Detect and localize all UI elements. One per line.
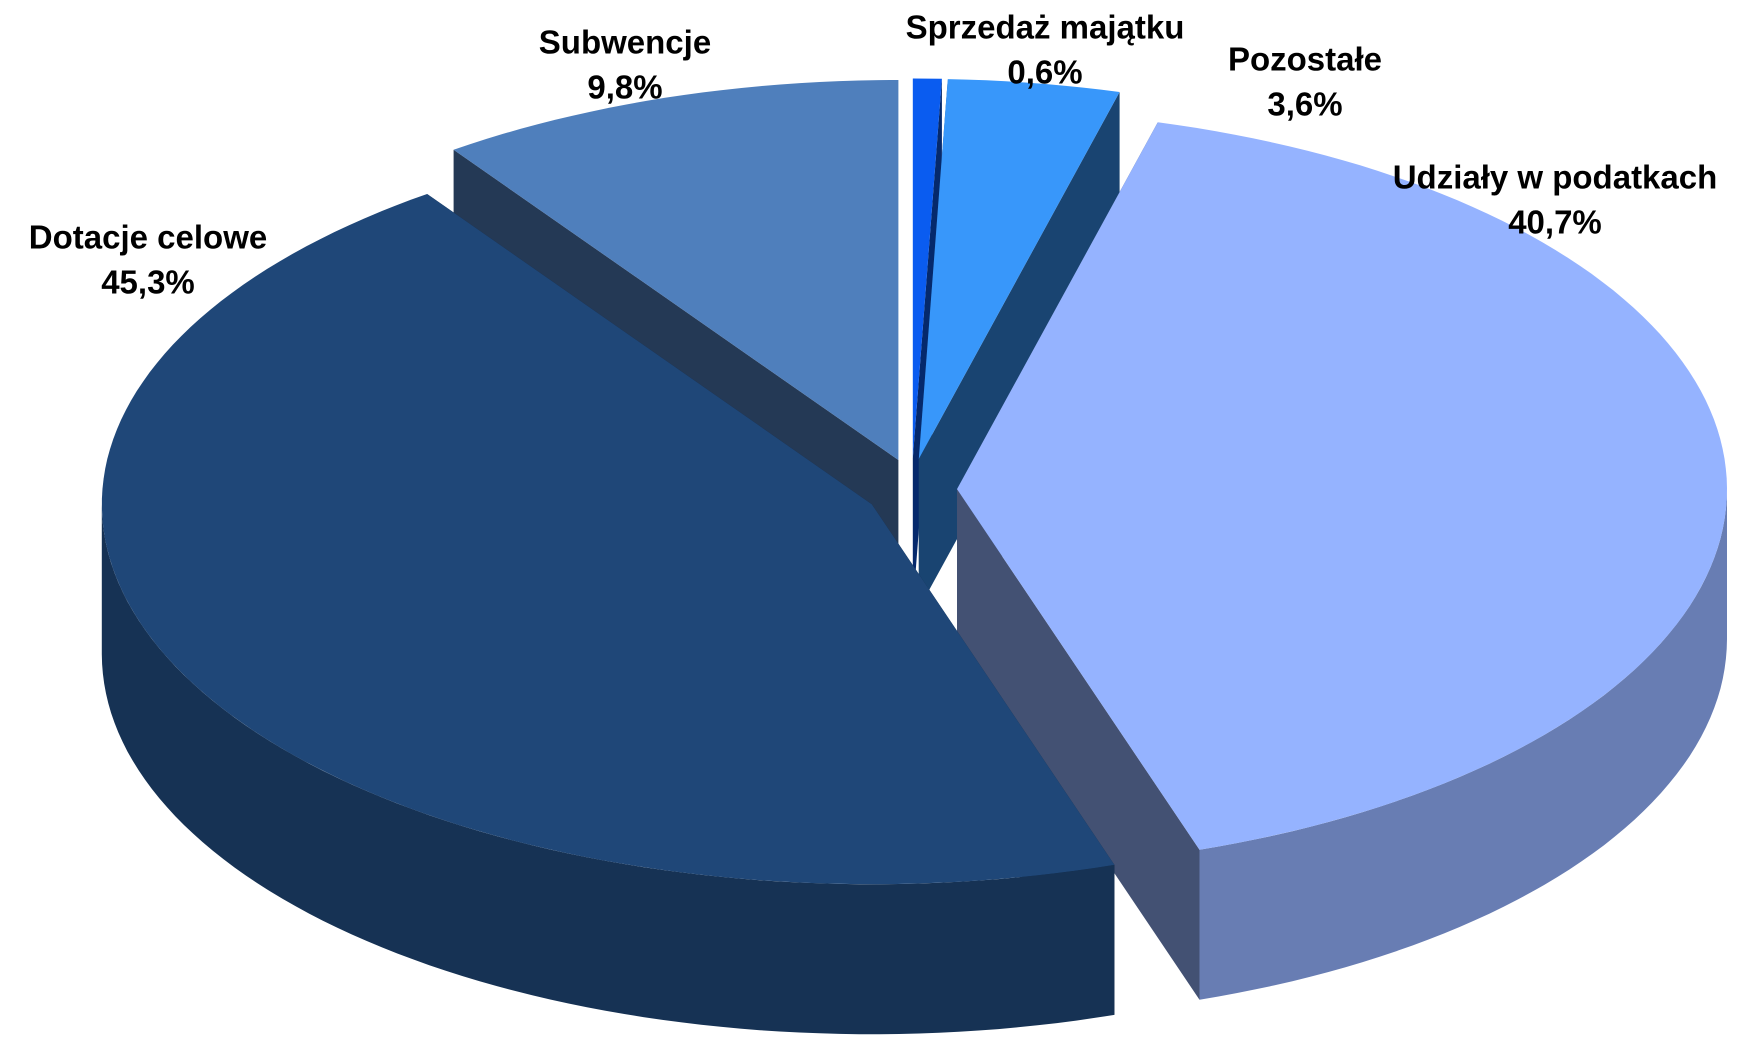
slice-side (1199, 489, 1727, 1000)
slice (101, 194, 1115, 1035)
value-label: 9,8% (587, 69, 662, 106)
slice-label: Subwencje (539, 24, 711, 61)
value-label: 3,6% (1267, 86, 1342, 123)
value-label: 40,7% (1508, 204, 1602, 241)
slice-label: Dotacje celowe (29, 219, 267, 256)
slice-top (101, 194, 1115, 885)
slice-label: Udziały w podatkach (1393, 159, 1718, 196)
slice-top (912, 78, 942, 459)
slice-top (957, 122, 1727, 850)
slice-wall (957, 489, 1200, 1000)
value-label: 45,3% (101, 264, 195, 301)
slice-top (918, 79, 1120, 459)
value-label: 0,6% (1007, 54, 1082, 91)
slice-side (101, 504, 1115, 1035)
slice (957, 122, 1727, 1000)
slice-label: Sprzedaż majątku (906, 9, 1185, 46)
slice-label: Pozostałe (1228, 41, 1382, 78)
slice-top (453, 80, 899, 460)
